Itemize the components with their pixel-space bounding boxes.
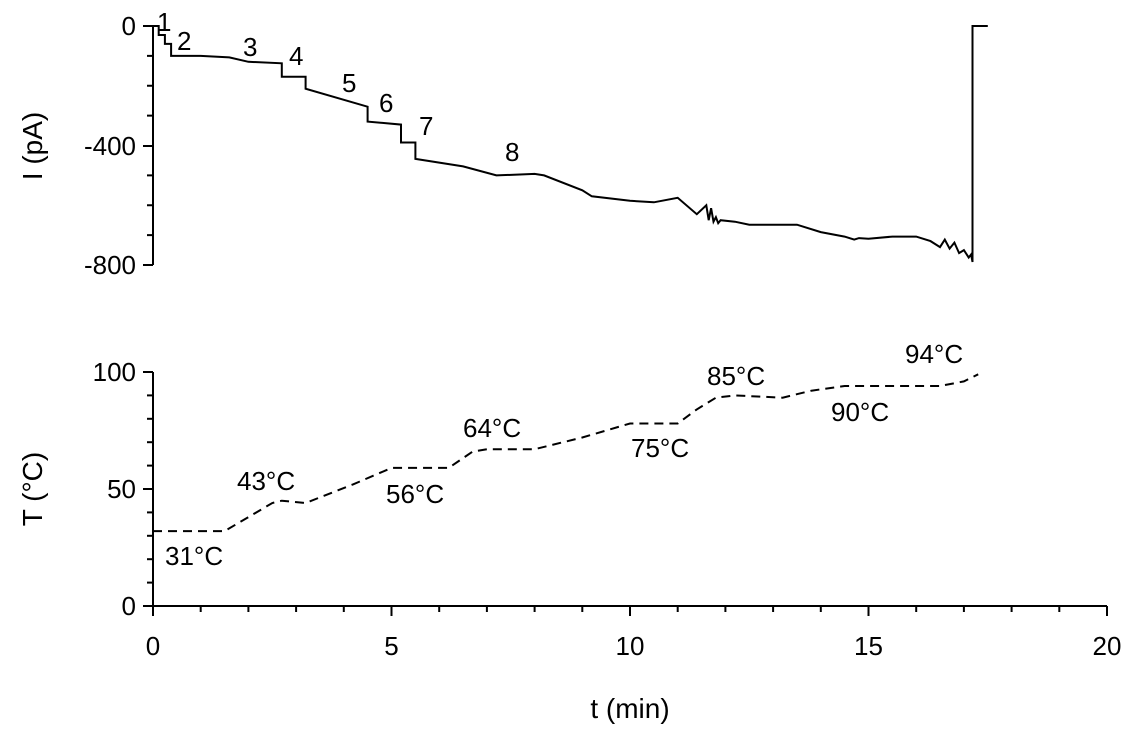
temperature-y-minor-ticks xyxy=(147,394,153,584)
x-tick-label-10: 10 xyxy=(616,631,645,661)
temperature-annotation-75c: 75°C xyxy=(631,433,689,463)
temperature-annotation-94c: 94°C xyxy=(905,339,963,369)
temperature-annotation-31c: 31°C xyxy=(165,541,223,571)
current-annotation-2: 2 xyxy=(177,26,191,56)
current-annotation-8: 8 xyxy=(505,137,519,167)
temperature-annotation-64c: 64°C xyxy=(463,413,521,443)
x-axis-label: t (min) xyxy=(590,693,669,724)
x-tick-label-0: 0 xyxy=(146,631,160,661)
current-annotation-5: 5 xyxy=(342,68,356,98)
x-tick-label-15: 15 xyxy=(854,631,883,661)
x-tick-label-20: 20 xyxy=(1093,631,1122,661)
x-minor-ticks xyxy=(199,606,1061,612)
current-annotation-6: 6 xyxy=(379,88,393,118)
temperature-panel: 100 50 0 T (°C) 0 5 10 15 20 t (min) 31°… xyxy=(17,339,1121,724)
current-annotation-7: 7 xyxy=(419,111,433,141)
current-y-minor-ticks xyxy=(147,54,153,237)
current-annotation-4: 4 xyxy=(289,41,303,71)
temperature-annotation-56c: 56°C xyxy=(386,479,444,509)
temperature-y-axis-label: T (°C) xyxy=(17,452,48,526)
current-y-tick-label-m800: -800 xyxy=(84,250,136,280)
temperature-annotation-43c: 43°C xyxy=(237,466,295,496)
temperature-annotation-90c: 90°C xyxy=(831,397,889,427)
current-panel: 0 -400 -800 I (pA) 1 2 3 4 5 6 7 8 xyxy=(17,7,988,280)
temperature-y-tick-label-100: 100 xyxy=(93,357,136,387)
temperature-series-line xyxy=(153,373,979,533)
temperature-y-tick-label-50: 50 xyxy=(107,474,136,504)
x-tick-label-5: 5 xyxy=(384,631,398,661)
current-series-line xyxy=(153,25,988,263)
current-y-axis-label: I (pA) xyxy=(17,112,48,180)
current-annotation-3: 3 xyxy=(243,32,257,62)
current-y-tick-label-m400: -400 xyxy=(84,131,136,161)
temperature-y-tick-label-0: 0 xyxy=(122,591,136,621)
current-annotation-1: 1 xyxy=(157,7,171,37)
current-y-tick-label-0: 0 xyxy=(122,11,136,41)
temperature-annotation-85c: 85°C xyxy=(707,361,765,391)
